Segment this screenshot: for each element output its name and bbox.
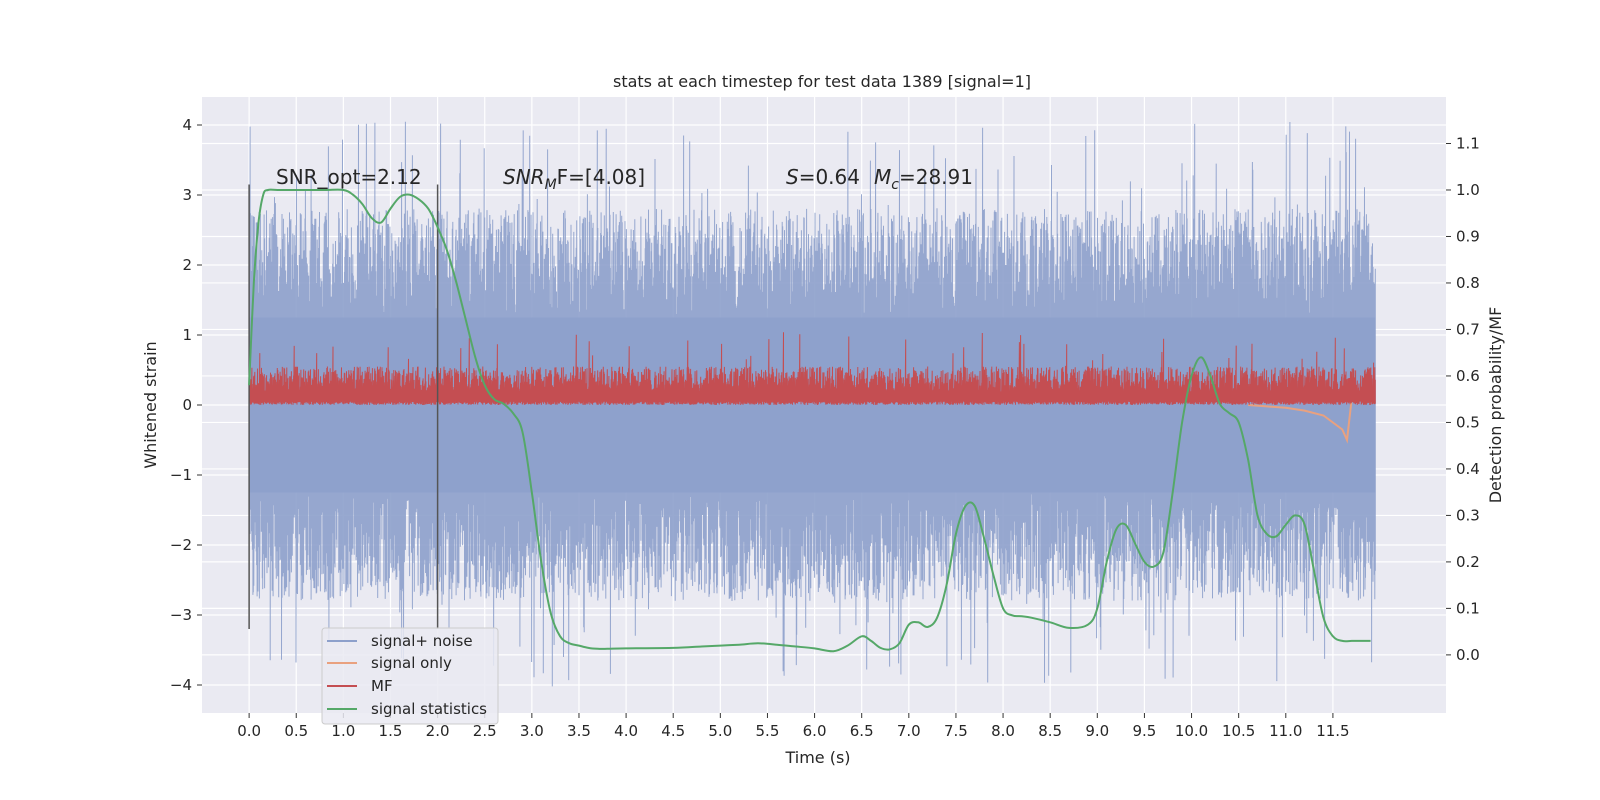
y-right-tick-label: 0.9 xyxy=(1456,227,1480,245)
y-left-tick-label: −3 xyxy=(170,606,192,624)
signal-statistics-line xyxy=(248,188,1371,653)
x-tick-label: 6.0 xyxy=(803,722,827,740)
x-tick-label: 5.5 xyxy=(756,722,780,740)
x-tick-label: 11.0 xyxy=(1269,722,1302,740)
y-left-tick-label: 1 xyxy=(182,326,192,344)
y-axis-left-label: Whitened strain xyxy=(141,341,160,468)
y-right-tick-label: 0.1 xyxy=(1456,599,1480,617)
x-tick-label: 10.5 xyxy=(1222,722,1255,740)
y-right-tick-label: 0.5 xyxy=(1456,413,1480,431)
vertical-markers xyxy=(248,184,439,629)
x-tick-label: 10.0 xyxy=(1175,722,1208,740)
y-right-tick-label: 0.7 xyxy=(1456,320,1480,338)
legend-label-signal-noise: signal+ noise xyxy=(371,632,473,650)
y-axis-right-label: Detection probability/MF xyxy=(1486,307,1505,504)
signal-only-line xyxy=(1248,397,1353,444)
y-left-tick-label: −4 xyxy=(170,676,192,694)
x-tick-label: 2.5 xyxy=(473,722,497,740)
y-right-tick-label: 1.0 xyxy=(1456,181,1480,199)
x-tick-label: 8.5 xyxy=(1038,722,1062,740)
y-left-tick-label: 4 xyxy=(182,116,192,134)
y-left-tick-label: 2 xyxy=(182,256,192,274)
y-left-tick-label: 0 xyxy=(182,396,192,414)
y-right-tick-label: 1.1 xyxy=(1456,134,1480,152)
annotation-snr-mf: SNRMF=[4.08] xyxy=(503,165,645,193)
x-tick-label: 9.0 xyxy=(1085,722,1109,740)
x-tick-label: 1.0 xyxy=(331,722,355,740)
series-signal-noise xyxy=(248,121,1376,687)
x-tick-label: 9.5 xyxy=(1132,722,1156,740)
x-tick-label: 5.0 xyxy=(708,722,732,740)
y-right-tick-label: 0.6 xyxy=(1456,367,1480,385)
legend-label-mf: MF xyxy=(371,677,393,695)
legend: signal+ noise signal only MF signal stat… xyxy=(321,627,499,725)
x-tick-label: 7.5 xyxy=(944,722,968,740)
series-signal-only xyxy=(1248,397,1353,444)
y-right-tick-label: 0.4 xyxy=(1456,460,1480,478)
legend-label-signal-statistics: signal statistics xyxy=(371,700,487,718)
y-left-tick-label: −1 xyxy=(170,466,192,484)
mf-line xyxy=(248,332,1376,406)
x-tick-label: 4.0 xyxy=(614,722,638,740)
x-axis-label: Time (s) xyxy=(784,748,850,767)
x-tick-label: 0.5 xyxy=(284,722,308,740)
x-tick-label: 0.0 xyxy=(237,722,261,740)
annotation-s-mc: S=0.64 Mc=28.91 xyxy=(786,165,973,193)
series-signal-statistics xyxy=(248,188,1371,653)
x-tick-label: 6.5 xyxy=(850,722,874,740)
y-axis-left-ticks: 4 3 2 1 0 −1 −2 −3 −4 xyxy=(170,116,202,694)
x-tick-label: 3.5 xyxy=(567,722,591,740)
chart-title: stats at each timestep for test data 138… xyxy=(613,72,1031,91)
x-tick-label: 3.0 xyxy=(520,722,544,740)
x-axis-ticks: 0.0 0.5 1.0 1.5 2.0 2.5 3.0 3.5 4.0 4.5 5.0 5.5 6.0 6… xyxy=(237,713,1350,740)
x-tick-label: 4.5 xyxy=(661,722,685,740)
annotation-snr-opt: SNR_opt=2.12 xyxy=(276,165,422,189)
y-left-tick-label: −2 xyxy=(170,536,192,554)
legend-label-signal-only: signal only xyxy=(371,654,452,672)
series-mf xyxy=(248,332,1376,406)
x-tick-label: 8.0 xyxy=(991,722,1015,740)
signal-noise-core xyxy=(249,317,1376,493)
y-right-tick-label: 0.2 xyxy=(1456,553,1480,571)
x-tick-label: 7.0 xyxy=(897,722,921,740)
y-right-tick-label: 0.3 xyxy=(1456,506,1480,524)
x-tick-label: 11.5 xyxy=(1316,722,1349,740)
legend-frame xyxy=(321,627,499,725)
y-right-tick-label: 0.0 xyxy=(1456,646,1480,664)
x-tick-label: 2.0 xyxy=(426,722,450,740)
y-axis-right-ticks: 1.1 1.0 0.9 0.8 0.7 0.6 0.5 0.4 0.3 0.2 0.1 0.0 xyxy=(1446,134,1480,664)
x-tick-label: 1.5 xyxy=(379,722,403,740)
y-left-tick-label: 3 xyxy=(182,186,192,204)
y-right-tick-label: 0.8 xyxy=(1456,274,1480,292)
